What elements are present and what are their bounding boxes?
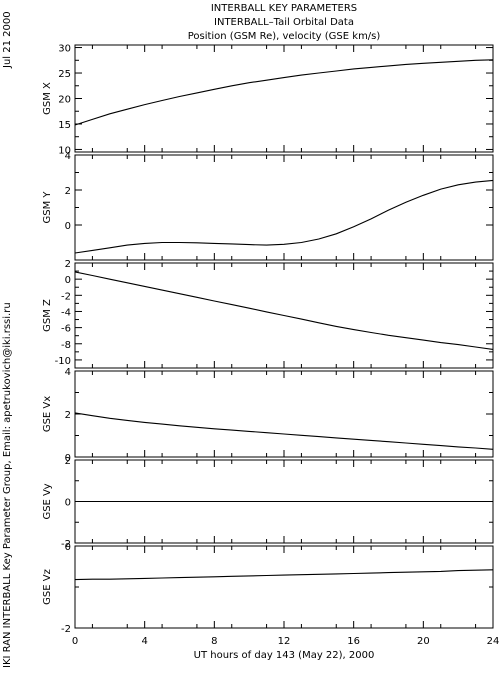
y-tick-label: -2 [61,539,71,550]
y-tick-label: 2 [65,186,71,197]
y-tick-label: 30 [58,44,71,55]
y-axis-label-gse-vy: GSE Vy [42,483,53,519]
y-tick-label: 0 [65,498,71,509]
y-axis-label-gsm-y: GSM Y [42,191,53,224]
y-tick-label: 20 [58,95,71,106]
y-tick-label: 25 [58,69,71,80]
x-axis-label: UT hours of day 143 (May 22), 2000 [194,650,375,661]
chart-title-line-1: INTERBALL KEY PARAMETERS [210,3,358,14]
y-tick-label: -4 [61,307,71,318]
y-tick-label: 2 [65,259,71,270]
y-axis-label-gse-vx: GSE Vx [42,396,53,432]
y-tick-label: 0 [65,453,71,464]
y-tick-label: 15 [58,120,71,131]
y-tick-label: 0 [65,221,71,232]
y-tick-label: 4 [65,151,71,162]
x-tick-label: 0 [72,636,78,647]
x-tick-label: 12 [278,636,291,647]
y-tick-label: 4 [65,367,71,378]
x-tick-label: 20 [417,636,430,647]
y-tick-label: -10 [55,356,71,367]
y-tick-label: -2 [61,624,71,635]
y-tick-label: 2 [65,456,71,467]
y-tick-label: 2 [65,410,71,421]
series-line-gsm-y [74,179,494,254]
y-tick-label: -6 [61,324,71,335]
y-tick-label: -8 [61,340,71,351]
y-axis-label-gse-vz: GSE Vz [42,569,53,605]
y-axis-label-gsm-x: GSM X [42,82,53,115]
series-line-gsm-z [74,271,494,350]
chart-title-line-2: INTERBALL–Tail Orbital Data [214,17,354,28]
y-tick-label: 0 [65,275,71,286]
y-tick-label: -2 [61,291,71,302]
chart-title-line-3: Position (GSM Re), velocity (GSE km/s) [187,31,381,42]
y-axis-label-gsm-z: GSM Z [42,299,53,332]
x-tick-label: 4 [141,636,147,647]
x-tick-label: 16 [347,636,360,647]
x-tick-label: 8 [211,636,217,647]
x-tick-label: 24 [487,636,500,647]
panel-frame [74,370,494,458]
series-line-gsm-x [74,59,494,126]
series-line-gse-vx [74,412,494,450]
panel-frame [74,545,494,629]
y-tick-label: 10 [58,145,71,156]
panel-frame [74,44,494,153]
y-tick-label: 0 [65,542,71,553]
series-line-gse-vz [74,569,494,581]
